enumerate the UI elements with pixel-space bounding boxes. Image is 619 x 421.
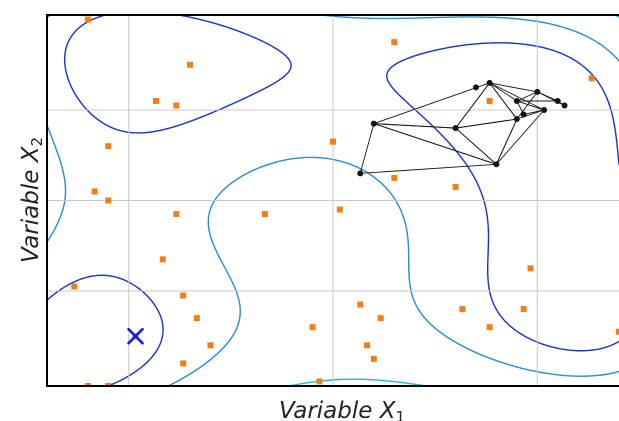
simplex-vertex [541,107,548,114]
sample-point [336,206,343,213]
sample-point [357,301,364,308]
sample-point [180,292,187,299]
sample-point [588,75,595,82]
sample-point [459,306,466,313]
simplex-vertex [520,111,527,118]
simplex-vertex [513,97,520,104]
simplex-triangle [516,100,546,116]
simplex-triangle [488,82,539,120]
sample-point [261,211,268,218]
sample-point [391,174,398,181]
simplex-vertex [486,79,493,86]
frame-layer [46,14,619,387]
sample-point [486,324,493,331]
simplex-vertex [473,84,479,91]
simplex-vertex [561,102,568,109]
simplex-triangle [537,91,565,106]
simplex-vertex [370,120,377,127]
sample-point [316,378,323,385]
sample-point [105,383,112,386]
y-axis-label: Variable X2 [18,137,46,263]
sample-point [187,61,193,68]
best-point-marker [127,327,144,345]
sample-point [486,97,493,104]
sample-point [105,143,112,150]
simplex-layer [357,79,568,177]
grid-layer [47,15,619,386]
simplex-vertex [493,161,500,168]
sample-point [377,315,384,322]
sample-point [330,138,336,145]
sample-point [391,39,398,46]
sample-point [159,256,166,263]
simplex-vertex [513,116,520,123]
sample-point [527,265,534,272]
sample-point [309,324,316,331]
sample-point [180,360,187,367]
sample-point [616,328,619,335]
sample-point [84,16,91,23]
plot-area [46,14,619,387]
marker-layer [127,327,144,345]
simplex-triangle [495,109,546,165]
sample-point [152,97,159,104]
sample-point [173,211,180,218]
sample-point [520,306,527,313]
x-axis-label: Variable X1 [279,398,405,421]
simplex-vertex [452,125,459,132]
sample-point [173,102,180,109]
sample-point [84,383,91,386]
sample-point [91,188,98,195]
sample-point [207,342,214,349]
simplex-vertex [554,97,561,104]
sample-point [452,183,459,190]
sample-point [364,342,371,349]
sample-point [71,283,78,290]
plot-frame [46,14,619,387]
sample-layer [71,16,619,386]
simplex-vertex [357,170,364,177]
sample-point [370,355,377,362]
simplex-vertex [534,88,541,95]
sample-point [105,197,112,204]
sample-point [193,315,200,322]
